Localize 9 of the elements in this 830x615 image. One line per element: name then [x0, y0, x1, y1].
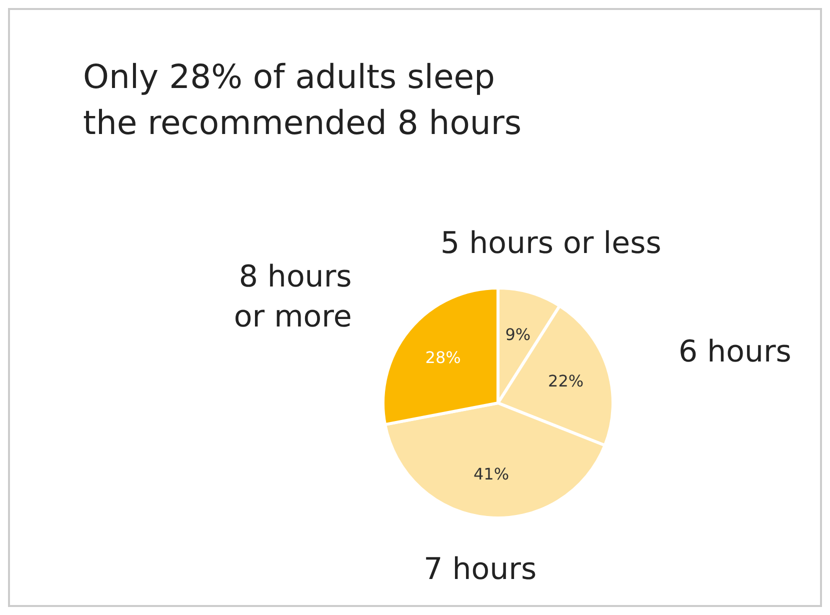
slice-label: 8 hours or more [234, 259, 352, 334]
data-label: 22% [548, 371, 584, 390]
slice-label: 5 hours or less [440, 225, 662, 260]
chart-title: Only 28% of adults sleep the recommended 8 hours [83, 57, 522, 142]
slice-label: 7 hours [424, 552, 537, 587]
data-label: 9% [505, 325, 531, 344]
data-label: 28% [425, 348, 461, 368]
slice-label: 6 hours [678, 334, 792, 369]
data-label: 41% [474, 464, 510, 484]
